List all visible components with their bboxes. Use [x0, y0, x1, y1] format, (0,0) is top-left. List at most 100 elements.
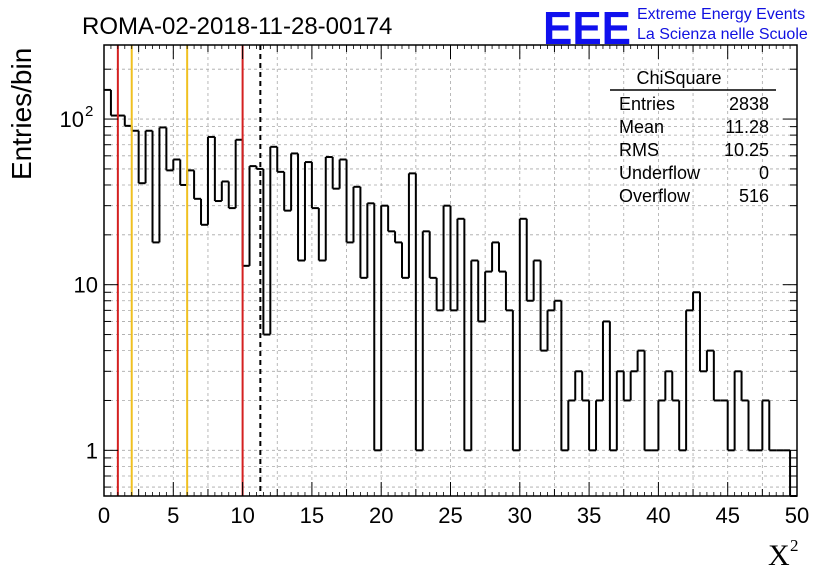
- histogram-bin: [255, 166, 264, 170]
- stats-label: Mean: [619, 117, 664, 137]
- histogram-bin: [671, 371, 680, 402]
- histogram-bin: [518, 217, 527, 451]
- histogram-bin: [172, 158, 181, 171]
- histogram-bin: [491, 241, 500, 272]
- histogram-bin: [601, 320, 610, 401]
- histogram-bin: [290, 152, 299, 211]
- histogram-bin: [317, 208, 326, 262]
- histogram-bin: [595, 399, 603, 451]
- histogram-bin: [532, 259, 541, 301]
- stats-label: Entries: [619, 94, 675, 114]
- histogram-bin: [456, 217, 465, 311]
- histogram-bin: [366, 202, 375, 278]
- x-axis-label-text: X: [768, 539, 790, 572]
- histogram-bin: [664, 370, 673, 401]
- histogram-bin: [705, 349, 714, 372]
- histogram-bin: [186, 169, 195, 185]
- histogram-bin: [193, 170, 202, 200]
- histogram-bin: [692, 291, 700, 311]
- y-axis-label: Entries/bin: [6, 48, 37, 180]
- histogram-bin: [241, 139, 250, 267]
- histogram-bin: [712, 350, 721, 402]
- histogram-bin: [144, 129, 153, 184]
- histogram-bin: [394, 231, 402, 244]
- histogram-bin: [123, 115, 132, 127]
- histogram-bin: [352, 185, 361, 243]
- histogram-bin: [449, 205, 458, 312]
- y-tick-label: 10: [60, 107, 84, 132]
- histogram-bin: [359, 186, 368, 279]
- x-tick-label: 50: [785, 503, 809, 528]
- x-axis-label-sup: 2: [790, 536, 799, 555]
- x-axis-label: X 2: [768, 536, 799, 572]
- x-tick-label: 30: [508, 503, 532, 528]
- histogram-bin: [227, 181, 236, 210]
- histogram-bin: [608, 321, 617, 452]
- x-tick-label: 40: [646, 503, 670, 528]
- grid-lines: [104, 45, 797, 496]
- histogram-bin: [200, 198, 208, 226]
- histogram-bin: [220, 180, 229, 202]
- histogram-bin: [165, 127, 174, 172]
- eee-logo-text: EEE: [543, 2, 631, 54]
- histogram-bin: [678, 400, 687, 452]
- eee-logo: EEE: [543, 2, 631, 54]
- histogram-bin: [158, 126, 167, 243]
- histogram-bin: [331, 157, 340, 190]
- stats-label: Underflow: [619, 163, 701, 183]
- stats-box: ChiSquare Entries 2838 Mean 11.28 RMS 10…: [610, 68, 776, 206]
- histogram-bin: [234, 138, 243, 209]
- histogram-bin: [380, 204, 389, 451]
- histogram-bin: [685, 309, 694, 451]
- histogram-bin: [338, 158, 347, 189]
- histogram-bin: [636, 349, 645, 372]
- histogram-bin: [498, 242, 506, 273]
- histogram-bin: [768, 400, 777, 452]
- x-tick-label: 15: [300, 503, 324, 528]
- histogram-bin: [428, 231, 437, 279]
- histogram-bin: [761, 399, 770, 451]
- stats-value: 516: [739, 186, 769, 206]
- histogram-bin: [740, 371, 749, 402]
- chart-title: ROMA-02-2018-11-28-00174: [82, 13, 392, 40]
- histogram-bin: [310, 162, 319, 210]
- histogram-bin: [560, 300, 569, 452]
- y-tick-label: 1: [86, 438, 98, 463]
- histogram-bin: [414, 173, 423, 452]
- histogram-bin: [698, 292, 707, 373]
- brand-line-2: La Scienza nelle Scuole: [637, 26, 808, 43]
- histogram-bin: [179, 159, 188, 186]
- histogram-bin: [546, 309, 555, 351]
- histogram-bin: [622, 371, 631, 402]
- histogram-bin: [248, 165, 257, 266]
- stats-value: 2838: [729, 94, 769, 114]
- stats-value: 10.25: [724, 140, 769, 160]
- y-tick-label-sup: 2: [85, 103, 93, 120]
- histogram-bin: [400, 242, 409, 279]
- histogram-bin: [733, 370, 742, 451]
- histogram-bin: [435, 277, 444, 312]
- histogram-bin: [574, 370, 583, 401]
- x-tick-label: 20: [369, 503, 393, 528]
- histogram-bin: [615, 370, 624, 451]
- x-tick-label: 5: [167, 503, 179, 528]
- histogram-bin: [137, 130, 146, 185]
- histogram-bin: [477, 260, 486, 323]
- x-tick-label: 45: [715, 503, 739, 528]
- histogram-bin: [567, 399, 576, 451]
- x-tick-label: 35: [577, 503, 601, 528]
- histogram-bin: [109, 89, 118, 117]
- x-tick-labels: 0 5 10 15 20 25 30 35 40 45 50: [98, 503, 809, 528]
- stats-label: Overflow: [619, 186, 691, 206]
- reference-lines: [116, 45, 262, 496]
- histogram-bin: [726, 400, 735, 452]
- histogram-bin: [629, 370, 638, 401]
- brand-line-1: Extreme Energy Events: [637, 6, 805, 23]
- histogram-bin: [504, 271, 513, 312]
- histogram-bin: [539, 260, 548, 352]
- y-tick-label: 10: [74, 273, 98, 298]
- stats-value: 11.28: [725, 117, 769, 137]
- histogram-bin: [657, 399, 666, 451]
- histogram-bin: [213, 136, 222, 203]
